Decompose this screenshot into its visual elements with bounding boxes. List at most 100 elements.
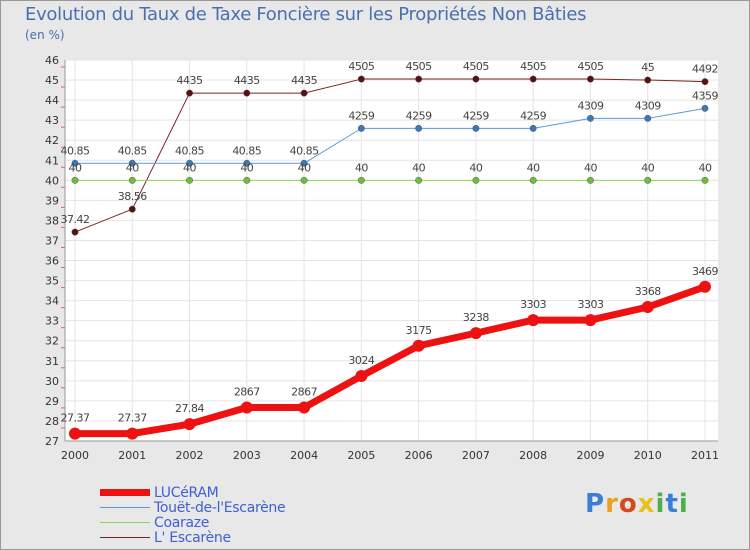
data-point <box>469 327 482 340</box>
data-label: 40 <box>298 161 311 174</box>
y-tick-label: 28 <box>45 415 59 428</box>
data-label: 37.42 <box>61 213 90 226</box>
data-label: 4505 <box>348 60 374 73</box>
data-point <box>472 75 480 83</box>
data-point <box>587 75 594 83</box>
data-point <box>644 114 652 122</box>
data-point <box>300 159 308 167</box>
data-point <box>128 159 136 167</box>
data-point <box>529 124 537 132</box>
data-label: 3175 <box>406 324 432 337</box>
data-label: 4259 <box>520 109 546 122</box>
x-tick-label: 2003 <box>233 449 261 462</box>
data-point <box>243 89 251 97</box>
data-point <box>298 401 311 414</box>
data-point <box>584 314 597 327</box>
brand-letter: P <box>585 489 606 519</box>
data-label: 4492 <box>692 63 718 76</box>
y-tick-label: 43 <box>45 114 59 127</box>
data-label: 2867 <box>291 386 317 399</box>
brand-letter: i <box>678 489 689 519</box>
y-tick-label: 42 <box>45 134 59 147</box>
data-label: 3303 <box>577 298 603 311</box>
x-tick-label: 2005 <box>347 449 375 462</box>
data-point <box>701 104 709 112</box>
data-label: 40 <box>355 161 368 174</box>
brand-letter: r <box>605 489 619 519</box>
data-label: 3238 <box>463 311 489 324</box>
x-tick-label: 2000 <box>61 449 89 462</box>
legend-swatch <box>100 537 150 538</box>
data-point <box>529 176 537 184</box>
data-point <box>186 176 193 184</box>
data-label: 3469 <box>692 265 718 278</box>
data-point <box>71 159 79 167</box>
data-label: 4435 <box>234 74 260 87</box>
data-point <box>701 176 709 184</box>
data-label: 4505 <box>577 60 603 73</box>
data-point <box>357 75 365 83</box>
data-label: 40 <box>699 161 712 174</box>
y-tick-label: 31 <box>45 355 59 368</box>
y-tick-label: 39 <box>45 194 59 207</box>
x-tick-label: 2008 <box>519 449 547 462</box>
legend-label: Touët-de-l'Escarène <box>154 499 286 516</box>
data-label: 27.37 <box>118 412 147 425</box>
legend-label: L' Escarène <box>154 529 231 546</box>
data-point <box>128 176 136 184</box>
data-point <box>644 76 652 84</box>
y-tick-label: 41 <box>45 154 59 167</box>
data-point <box>529 75 537 83</box>
y-tick-label: 38 <box>45 214 59 227</box>
y-tick-label: 40 <box>45 174 59 187</box>
y-tick-label: 32 <box>45 335 59 348</box>
legend-label: Coaraze <box>154 514 210 531</box>
data-point <box>415 124 423 132</box>
data-point <box>355 370 368 383</box>
series-line <box>74 78 706 233</box>
data-point <box>300 89 308 97</box>
x-tick-label: 2007 <box>462 449 490 462</box>
data-label: 40.85 <box>290 144 319 157</box>
x-tick-label: 2006 <box>405 449 433 462</box>
data-label: 4505 <box>520 60 546 73</box>
y-tick-label: 36 <box>45 255 59 268</box>
y-tick-label: 46 <box>45 54 59 67</box>
data-label: 40 <box>584 161 597 174</box>
series-line <box>75 107 706 164</box>
data-label: 40.85 <box>61 144 90 157</box>
y-tick-label: 45 <box>45 74 59 87</box>
data-label: 40.85 <box>175 144 204 157</box>
brand-logo: Proxiti <box>585 489 689 519</box>
data-label: 38.56 <box>118 190 147 203</box>
data-point <box>126 427 139 440</box>
data-label: 3368 <box>635 285 661 298</box>
data-point <box>243 176 251 184</box>
data-point <box>587 114 594 122</box>
y-tick-label: 35 <box>45 275 59 288</box>
y-tick-label: 44 <box>45 94 59 107</box>
data-label: 4435 <box>177 74 203 87</box>
data-point <box>69 427 81 440</box>
y-tick-label: 30 <box>45 375 59 388</box>
data-point <box>701 78 709 86</box>
data-label: 40 <box>69 161 82 174</box>
data-label: 4309 <box>635 99 661 112</box>
data-label: 2867 <box>234 386 260 399</box>
data-point <box>412 339 425 352</box>
data-label: 40 <box>183 161 196 174</box>
legend-item: Touët-de-l'Escarène <box>100 499 286 516</box>
legend-item: Coaraze <box>100 514 210 531</box>
y-tick-label: 37 <box>45 234 59 247</box>
plot-area <box>65 60 718 441</box>
data-label: 4359 <box>692 89 718 102</box>
y-tick-label: 27 <box>45 435 59 448</box>
x-tick-label: 2004 <box>290 449 318 462</box>
data-point <box>186 159 193 167</box>
data-point <box>71 228 79 236</box>
data-label: 4309 <box>577 99 603 112</box>
y-tick-label: 33 <box>45 315 59 328</box>
chart-title: Evolution du Taux de Taxe Foncière sur l… <box>25 4 587 25</box>
legend-label: LUCéRAM <box>154 484 219 501</box>
